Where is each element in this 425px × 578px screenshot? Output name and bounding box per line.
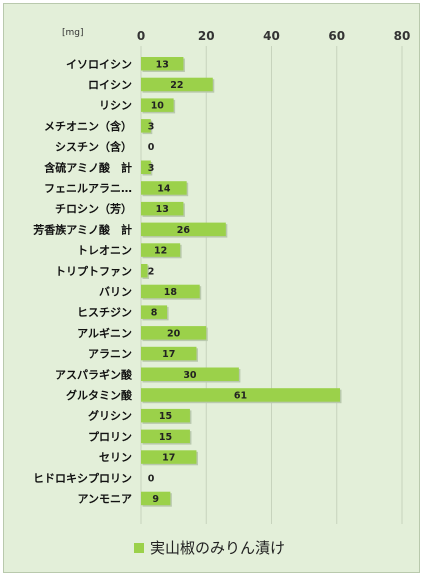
data-label: 12 [154, 246, 167, 257]
category-label: アルギニン [77, 326, 132, 340]
data-label: 61 [234, 390, 247, 401]
data-label: 26 [177, 225, 191, 236]
category-label: フェニルアラニ… [44, 182, 132, 195]
category-label: ヒドロキシプロリン [33, 471, 132, 485]
bar [141, 284, 200, 299]
chart-frame: 13 22 10 3 0 3 14 13 26 12 2 18 8 20 17 30 61 15 15 17 0 9 イソ… [3, 3, 420, 573]
category-label: ヒスチジン [77, 306, 132, 319]
data-label: 3 [148, 121, 155, 132]
data-label: 2 [148, 266, 155, 277]
category-label: トレオニン [77, 244, 132, 257]
bar [141, 57, 184, 71]
legend-label: 実山椒のみりん漬け [150, 539, 286, 557]
data-label: 17 [162, 453, 175, 464]
bar [141, 98, 174, 112]
data-label: 13 [156, 59, 169, 70]
x-tick-label: 60 [328, 29, 345, 43]
data-label: 0 [148, 142, 155, 153]
bar [141, 160, 151, 174]
category-label: 含硫アミノ酸 計 [43, 160, 132, 174]
category-label: アスパラギン酸 [55, 367, 133, 381]
data-label: 10 [151, 101, 165, 112]
category-label: グルタミン酸 [66, 388, 133, 402]
x-tick-label: 0 [137, 29, 145, 43]
data-label: 18 [164, 287, 178, 298]
bar [141, 222, 226, 237]
bar [141, 326, 207, 340]
gridlines [140, 46, 403, 524]
bar [141, 450, 197, 464]
data-label: 13 [156, 204, 169, 215]
legend: 実山椒のみりん漬け [134, 537, 285, 558]
bar [141, 408, 190, 423]
category-label: シスチン（含） [55, 140, 132, 154]
category-label: バリン [99, 285, 132, 298]
category-label: グリシン [88, 409, 132, 423]
category-label: トリプトファン [55, 264, 132, 278]
category-label: セリン [99, 451, 132, 464]
bar [141, 346, 197, 361]
unit-label: [mg] [62, 28, 84, 38]
bar [141, 119, 151, 133]
bar [141, 181, 187, 195]
bar [141, 264, 148, 278]
data-label: 30 [183, 370, 197, 381]
data-label: 15 [159, 411, 172, 422]
data-label: 9 [152, 494, 159, 505]
data-label: 15 [159, 432, 172, 443]
data-label: 8 [151, 308, 158, 319]
data-label: 22 [170, 80, 183, 91]
category-label: イソロイシン [66, 58, 132, 71]
category-label: チロシン（芳） [55, 202, 132, 216]
data-label: 14 [157, 183, 171, 194]
category-label: メチオニン（含） [44, 119, 132, 133]
bar [141, 388, 341, 402]
data-label: 3 [148, 163, 155, 174]
bar [141, 243, 181, 257]
data-label: 20 [167, 328, 181, 339]
category-label: ロイシン [88, 78, 132, 91]
category-label: プロリン [88, 429, 132, 443]
bar [141, 201, 184, 216]
data-label: 0 [148, 473, 155, 484]
x-tick-label: 80 [394, 29, 411, 43]
bar [141, 77, 213, 92]
bar [141, 429, 190, 444]
category-label: アンモニア [77, 492, 132, 505]
x-tick-label: 20 [198, 29, 215, 43]
data-label: 17 [162, 349, 175, 360]
bar [141, 305, 168, 319]
category-label: 芳香族アミノ酸 計 [33, 222, 132, 236]
category-label: アラニン [88, 348, 132, 361]
category-label: リシン [99, 99, 132, 112]
bar [141, 367, 239, 381]
legend-swatch [134, 542, 144, 553]
bar [141, 491, 171, 506]
tick-labels: 0 20 40 60 80 [137, 29, 411, 43]
x-tick-label: 40 [263, 29, 280, 43]
